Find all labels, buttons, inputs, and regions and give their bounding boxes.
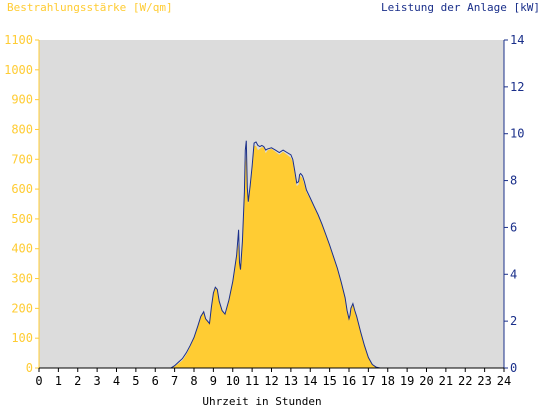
x-tick-label: 13 (284, 374, 298, 388)
right-tick-label: 2 (510, 314, 517, 328)
x-tick-label: 5 (132, 374, 139, 388)
x-tick-label: 11 (245, 374, 259, 388)
left-tick-label: 400 (11, 242, 33, 256)
right-axis: 0 2 4 6 8 10 12 14 (503, 33, 524, 375)
x-tick-label: 17 (361, 374, 375, 388)
x-tick-label: 0 (35, 374, 42, 388)
power-line (39, 140, 504, 369)
left-tick-label: 600 (11, 182, 33, 196)
x-tick-label: 1 (55, 374, 62, 388)
right-tick-label: 8 (510, 174, 517, 188)
left-tick-label: 1100 (4, 33, 33, 47)
left-tick-label: 900 (11, 93, 33, 107)
x-tick-label: 7 (171, 374, 178, 388)
x-tick-label: 14 (303, 374, 317, 388)
x-tick-label: 6 (152, 374, 159, 388)
left-tick-label: 0 (26, 361, 33, 375)
left-tick-label: 700 (11, 152, 33, 166)
x-tick-label: 16 (342, 374, 356, 388)
right-tick-label: 0 (510, 361, 517, 375)
x-tick-label: 19 (400, 374, 414, 388)
x-tick-label: 24 (497, 374, 511, 388)
x-tick-label: 20 (419, 374, 433, 388)
right-tick-label: 4 (510, 267, 517, 281)
right-tick-label: 12 (510, 80, 524, 94)
right-tick-label: 14 (510, 33, 524, 47)
right-tick-label: 6 (510, 220, 517, 234)
x-tick-label: 12 (264, 374, 278, 388)
x-tick-label: 22 (458, 374, 472, 388)
right-axis-title: Leistung der Anlage [kW] (381, 1, 540, 14)
left-tick-label: 200 (11, 301, 33, 315)
x-tick-label: 23 (477, 374, 491, 388)
left-tick-label: 800 (11, 122, 33, 136)
left-tick-label: 100 (11, 331, 33, 345)
left-tick-label: 300 (11, 272, 33, 286)
right-tick-label: 10 (510, 127, 524, 141)
irradiance-area (39, 145, 504, 368)
x-tick-label: 3 (94, 374, 101, 388)
left-tick-label: 500 (11, 212, 33, 226)
x-tick-label: 15 (322, 374, 336, 388)
x-tick-label: 2 (74, 374, 81, 388)
x-tick-label: 18 (381, 374, 395, 388)
x-axis-label: Uhrzeit in Stunden (202, 395, 321, 408)
x-tick-label: 4 (113, 374, 120, 388)
x-tick-label: 10 (226, 374, 240, 388)
left-tick-label: 1000 (4, 63, 33, 77)
x-axis: 0 1 2 3 4 5 6 7 8 9 10 11 12 13 14 15 16 17 18 19 20 21 22 23 24 (35, 367, 511, 388)
x-tick-label: 21 (439, 374, 453, 388)
x-tick-label: 9 (210, 374, 217, 388)
x-tick-label: 8 (190, 374, 197, 388)
left-axis-title: Bestrahlungsstärke [W/qm] (7, 1, 173, 14)
left-axis: 0 100 200 300 400 500 600 700 800 900 1000 1100 (4, 33, 40, 375)
